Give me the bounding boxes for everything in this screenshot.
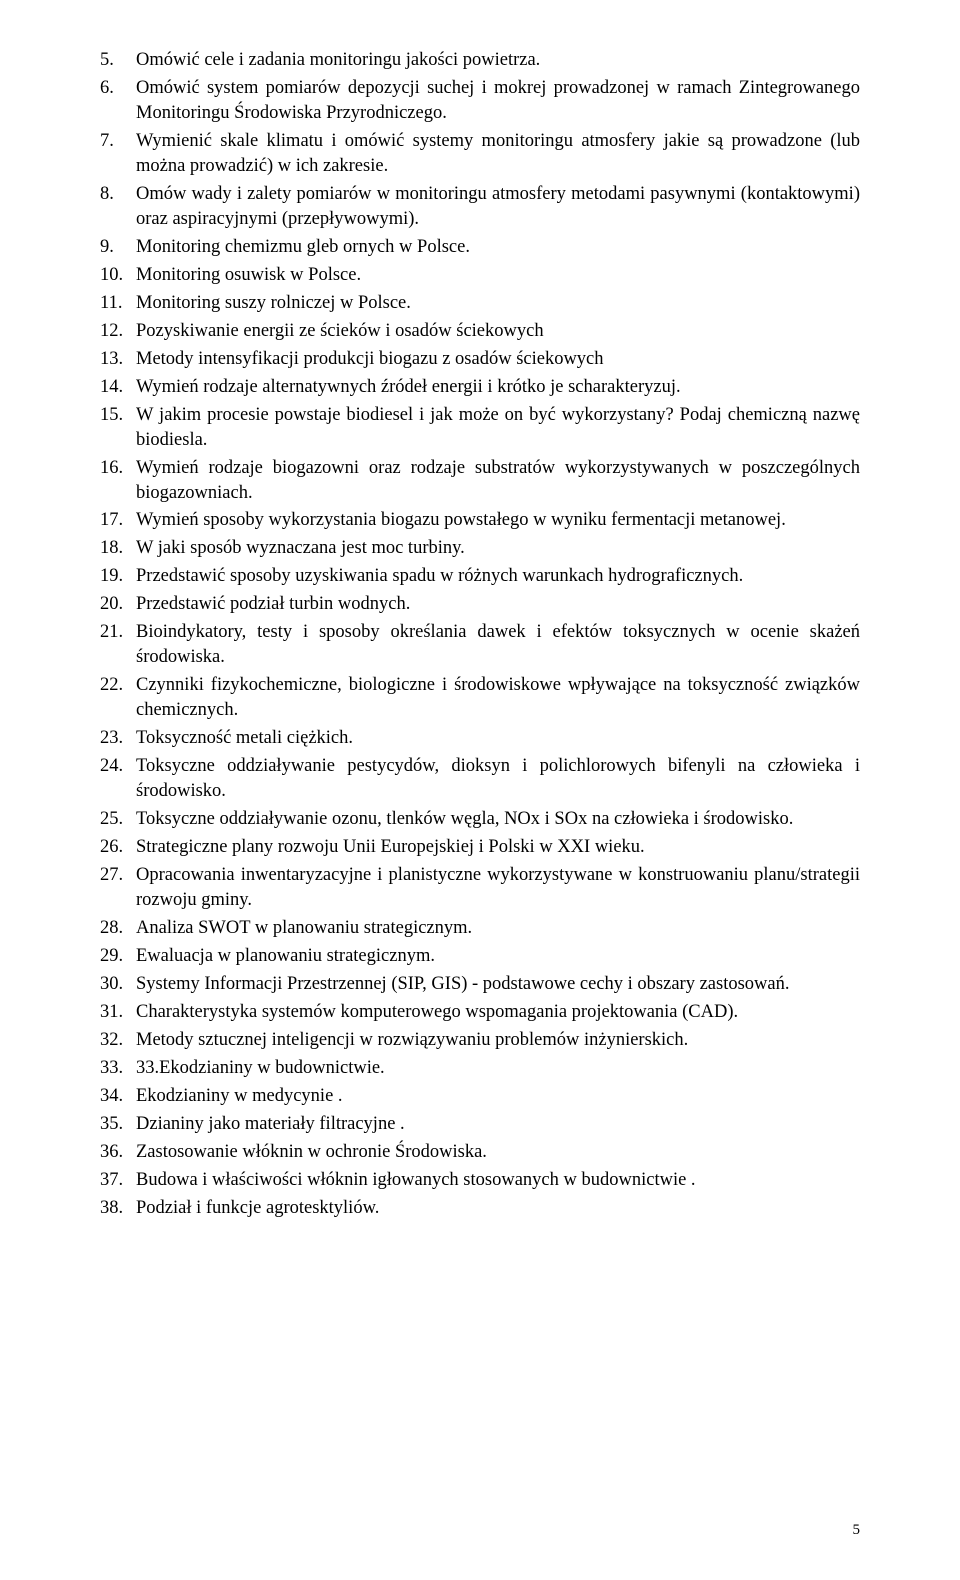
item-text: W jakim procesie powstaje biodiesel i ja… <box>136 405 860 450</box>
list-item: Zastosowanie włóknin w ochronie Środowis… <box>100 1140 860 1165</box>
list-item: Analiza SWOT w planowaniu strategicznym. <box>100 916 860 941</box>
page-number: 5 <box>853 1520 861 1540</box>
list-item: Omów wady i zalety pomiarów w monitoring… <box>100 182 860 232</box>
item-text: Wymień sposoby wykorzystania biogazu pow… <box>136 510 786 530</box>
item-text: Strategiczne plany rozwoju Unii Europejs… <box>136 837 645 857</box>
item-text: Omów wady i zalety pomiarów w monitoring… <box>136 184 860 229</box>
list-item: Przedstawić sposoby uzyskiwania spadu w … <box>100 564 860 589</box>
list-item: Toksyczne oddziaływanie pestycydów, diok… <box>100 754 860 804</box>
list-item: Monitoring chemizmu gleb ornych w Polsce… <box>100 235 860 260</box>
item-text: Metody intensyfikacji produkcji biogazu … <box>136 349 604 369</box>
list-item: Metody intensyfikacji produkcji biogazu … <box>100 347 860 372</box>
list-item: Toksyczne oddziaływanie ozonu, tlenków w… <box>100 807 860 832</box>
list-item: Budowa i właściwości włóknin igłowanych … <box>100 1168 860 1193</box>
list-item: Monitoring suszy rolniczej w Polsce. <box>100 291 860 316</box>
item-text: Przedstawić sposoby uzyskiwania spadu w … <box>136 566 743 586</box>
item-text: Toksyczne oddziaływanie ozonu, tlenków w… <box>136 809 793 829</box>
item-text: Przedstawić podział turbin wodnych. <box>136 594 410 614</box>
list-item: Omówić cele i zadania monitoringu jakośc… <box>100 48 860 73</box>
list-item: Wymień rodzaje alternatywnych źródeł ene… <box>100 375 860 400</box>
item-text: Wymień rodzaje biogazowni oraz rodzaje s… <box>136 458 860 503</box>
list-item: Metody sztucznej inteligencji w rozwiązy… <box>100 1028 860 1053</box>
list-item: W jakim procesie powstaje biodiesel i ja… <box>100 403 860 453</box>
item-text: Ewaluacja w planowaniu strategicznym. <box>136 946 435 966</box>
item-text: Systemy Informacji Przestrzennej (SIP, G… <box>136 974 790 994</box>
item-text: Monitoring osuwisk w Polsce. <box>136 265 361 285</box>
item-text: Omówić cele i zadania monitoringu jakośc… <box>136 50 540 70</box>
list-item: Przedstawić podział turbin wodnych. <box>100 592 860 617</box>
item-text: Analiza SWOT w planowaniu strategicznym. <box>136 918 472 938</box>
list-item: Omówić system pomiarów depozycji suchej … <box>100 76 860 126</box>
list-item: Podział i funkcje agrotesktyliów. <box>100 1196 860 1221</box>
item-text: Wymień rodzaje alternatywnych źródeł ene… <box>136 377 681 397</box>
item-text: Wymienić skale klimatu i omówić systemy … <box>136 131 860 176</box>
item-text: Toksyczne oddziaływanie pestycydów, diok… <box>136 756 860 801</box>
item-text: Dzianiny jako materiały filtracyjne . <box>136 1114 405 1134</box>
list-item: Dzianiny jako materiały filtracyjne . <box>100 1112 860 1137</box>
item-text: Monitoring suszy rolniczej w Polsce. <box>136 293 411 313</box>
list-item: Toksyczność metali ciężkich. <box>100 726 860 751</box>
item-text: Zastosowanie włóknin w ochronie Środowis… <box>136 1142 487 1162</box>
numbered-list: Omówić cele i zadania monitoringu jakośc… <box>100 48 860 1221</box>
item-text: Bioindykatory, testy i sposoby określani… <box>136 622 860 667</box>
item-text: Metody sztucznej inteligencji w rozwiązy… <box>136 1030 688 1050</box>
list-item: Bioindykatory, testy i sposoby określani… <box>100 620 860 670</box>
item-text: Opracowania inwentaryzacyjne i planistyc… <box>136 865 860 910</box>
list-item: Wymień sposoby wykorzystania biogazu pow… <box>100 508 860 533</box>
list-item: Systemy Informacji Przestrzennej (SIP, G… <box>100 972 860 997</box>
item-text: 33.Ekodzianiny w budownictwie. <box>136 1058 385 1078</box>
list-item: Wymienić skale klimatu i omówić systemy … <box>100 129 860 179</box>
document-page: Omówić cele i zadania monitoringu jakośc… <box>0 0 960 1580</box>
item-text: W jaki sposób wyznaczana jest moc turbin… <box>136 538 465 558</box>
item-text: Pozyskiwanie energii ze ścieków i osadów… <box>136 321 544 341</box>
item-text: Omówić system pomiarów depozycji suchej … <box>136 78 860 123</box>
list-item: W jaki sposób wyznaczana jest moc turbin… <box>100 536 860 561</box>
list-item: Monitoring osuwisk w Polsce. <box>100 263 860 288</box>
list-item: Ewaluacja w planowaniu strategicznym. <box>100 944 860 969</box>
list-item: Strategiczne plany rozwoju Unii Europejs… <box>100 835 860 860</box>
list-item: Ekodzianiny w medycynie . <box>100 1084 860 1109</box>
item-text: Podział i funkcje agrotesktyliów. <box>136 1198 379 1218</box>
list-item: Wymień rodzaje biogazowni oraz rodzaje s… <box>100 456 860 506</box>
list-item: Pozyskiwanie energii ze ścieków i osadów… <box>100 319 860 344</box>
item-text: Monitoring chemizmu gleb ornych w Polsce… <box>136 237 470 257</box>
item-text: Charakterystyka systemów komputerowego w… <box>136 1002 738 1022</box>
item-text: Ekodzianiny w medycynie . <box>136 1086 343 1106</box>
list-item: 33.Ekodzianiny w budownictwie. <box>100 1056 860 1081</box>
list-item: Opracowania inwentaryzacyjne i planistyc… <box>100 863 860 913</box>
list-item: Czynniki fizykochemiczne, biologiczne i … <box>100 673 860 723</box>
list-item: Charakterystyka systemów komputerowego w… <box>100 1000 860 1025</box>
item-text: Toksyczność metali ciężkich. <box>136 728 353 748</box>
item-text: Budowa i właściwości włóknin igłowanych … <box>136 1170 696 1190</box>
item-text: Czynniki fizykochemiczne, biologiczne i … <box>136 675 860 720</box>
